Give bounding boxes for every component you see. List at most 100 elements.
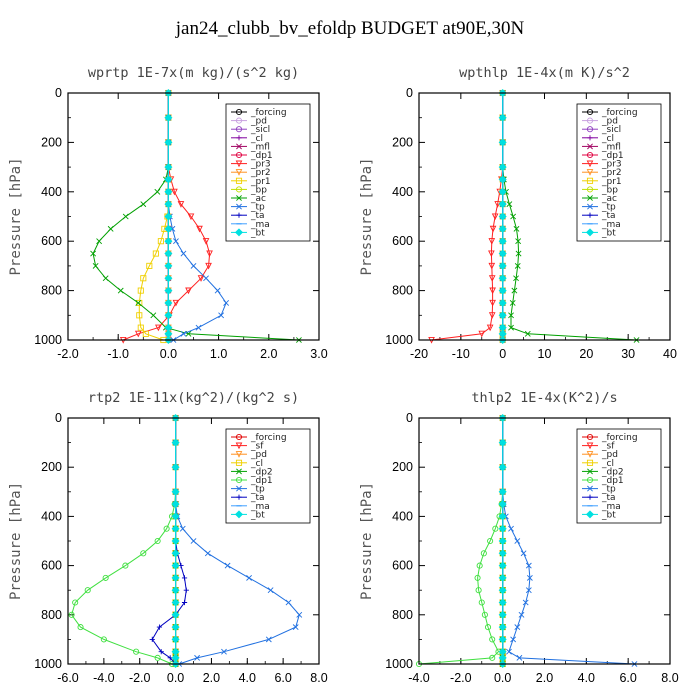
panel-1-series-marker [164, 163, 173, 172]
panel-3-series-marker [84, 587, 91, 594]
panel-3-title: rtp2 1E-11x(kg^2)/(kg^2 s) [88, 390, 299, 406]
panel-4-series-marker [498, 463, 507, 472]
panel-1-series-marker [136, 299, 143, 307]
panel-3-legend-label: _cl [250, 459, 263, 469]
panel-4: thlp2 1E-4x(K^2)/s Pressure [hPa] -4.0 -2.0… [359, 390, 679, 685]
panel-1-legend-label: _ac [250, 194, 266, 204]
panel-2-title: wpthlp 1E-4x(m K)/s^2 [459, 65, 630, 81]
panel-4-series-marker [498, 561, 507, 570]
panel-1-ytick-label: 0 [55, 86, 62, 100]
panel-4-series-marker [478, 599, 485, 606]
panel-1-series-marker [164, 298, 173, 307]
panel-4-legend-marker [587, 494, 593, 500]
panel-2-series-marker [478, 330, 486, 338]
panel-4-ytick-label: 1000 [385, 657, 413, 671]
panel-4-series-marker [514, 624, 521, 631]
panel-2-xtick-label: -10 [452, 347, 470, 361]
panel-1-legend-label: _bp [250, 185, 267, 195]
panel-3-series-marker [285, 599, 292, 606]
panel-1-series-marker [171, 188, 178, 196]
panel-1-series-marker [137, 324, 144, 331]
panel-2-series-marker [513, 225, 520, 232]
panel-2-series-marker [498, 274, 507, 283]
panel-1-series-marker [90, 250, 97, 257]
panel-1-ytick-label: 800 [41, 284, 62, 298]
panel-2-legend-marker [587, 143, 593, 150]
panel-4-ylabel: Pressure [hPa] [359, 482, 375, 600]
panel-4-legend-label: _forcing [601, 433, 638, 443]
panel-4-series-marker [487, 537, 494, 545]
panel-1-series-marker [185, 287, 192, 295]
panel-4-legend-label: _dp1 [601, 476, 624, 486]
panel-1-series-marker [107, 225, 114, 232]
panel-1-legend-label: _ta [250, 211, 265, 221]
panel-1-series-marker [223, 300, 230, 306]
panel-4-xtick-label: -4.0 [408, 671, 430, 685]
panel-2-series-marker [486, 324, 494, 332]
panel-2-ytick-label: 600 [392, 234, 413, 248]
panel-2-series-marker [488, 250, 495, 258]
panel-2-legend-label: _bp [601, 185, 618, 195]
panel-3-legend-box [225, 428, 311, 524]
panel-3-series-marker [171, 536, 180, 546]
panel-1-series-marker [152, 250, 159, 257]
panel-3-series-marker [224, 562, 231, 569]
panel-1-series-marker [177, 201, 185, 208]
panel-2-legend-marker [586, 177, 594, 184]
panel-1-legend-label: _mfl [250, 142, 270, 152]
panel-1-series-marker [180, 330, 187, 337]
panel-4-series-marker [498, 586, 507, 595]
panel-1-legend-label: _cl [250, 134, 263, 144]
panel-4-series-marker [498, 598, 507, 607]
panel-1-series-marker [134, 330, 142, 338]
panel-4-ytick-label: 400 [392, 509, 413, 523]
panel-1-series-marker [137, 287, 144, 294]
panel-2-series-marker [498, 261, 507, 270]
panel-2-series-marker [488, 238, 496, 245]
panel-1-legend-label: _pr1 [250, 177, 271, 187]
panel-2-legend-marker [586, 108, 594, 116]
panel-4-series-marker [489, 636, 496, 643]
panel-3-series-marker [72, 599, 79, 606]
panel-1-legend-label: _ma [250, 220, 270, 230]
panel-1-legend-label: _bt [250, 228, 265, 238]
panel-4-series-marker [480, 550, 487, 557]
panel-4-xtick-label: 4.0 [578, 671, 595, 685]
panel-4-series-marker [516, 654, 523, 661]
panel-3-legend-marker [236, 494, 242, 500]
panel-1-series-marker [173, 238, 179, 245]
panel-2-series-marker [498, 187, 507, 196]
panel-1-ytick-label: 400 [41, 185, 62, 199]
panel-4-frame [418, 417, 671, 665]
panel-2-ytick-label: 400 [392, 185, 413, 199]
panel-1-series-marker [155, 324, 162, 332]
panel-2-legend-label: _pr3 [601, 160, 622, 170]
panel-3-legend-label: _pd [250, 450, 267, 460]
panel-4-legend-marker [585, 510, 595, 519]
panel-3-series-marker [77, 624, 84, 631]
panel-1-series-marker [92, 262, 99, 269]
panel-3-series-marker [246, 574, 252, 581]
panel-3-xtick-label: -4.0 [93, 671, 115, 685]
panel-2-series-marker [515, 238, 522, 245]
panel-4-series-marker [498, 635, 507, 644]
panel-2-legend-marker [585, 228, 595, 237]
panel-2-series-marker [498, 286, 507, 295]
panel-4-legend-marker [586, 433, 594, 441]
panel-1-xtick-label: -1.0 [107, 347, 129, 361]
panel-2-series-marker [498, 237, 507, 246]
panel-3-series-marker [171, 586, 180, 595]
panel-1-series-marker [140, 201, 147, 208]
panel-4-series-marker [498, 549, 507, 558]
panel-3-legend: _forcing_sf_pd_cl_dp2_dp1_tp_ta_ma_bt [225, 428, 311, 524]
panel-4-series-marker [498, 536, 507, 546]
panel-3-series-marker [171, 561, 180, 570]
panel-2-series-marker [514, 262, 521, 269]
panel-3-series-marker [179, 525, 186, 532]
panel-1-xtick-label: 3.0 [310, 347, 327, 361]
panel-2-series-line [431, 93, 504, 341]
panel-4-legend-marker [586, 476, 594, 484]
panel-2-xtick-label: -20 [410, 347, 428, 361]
panel-2-legend-label: _ac [601, 194, 617, 204]
panel-2-legend-label: _bt [601, 228, 616, 238]
